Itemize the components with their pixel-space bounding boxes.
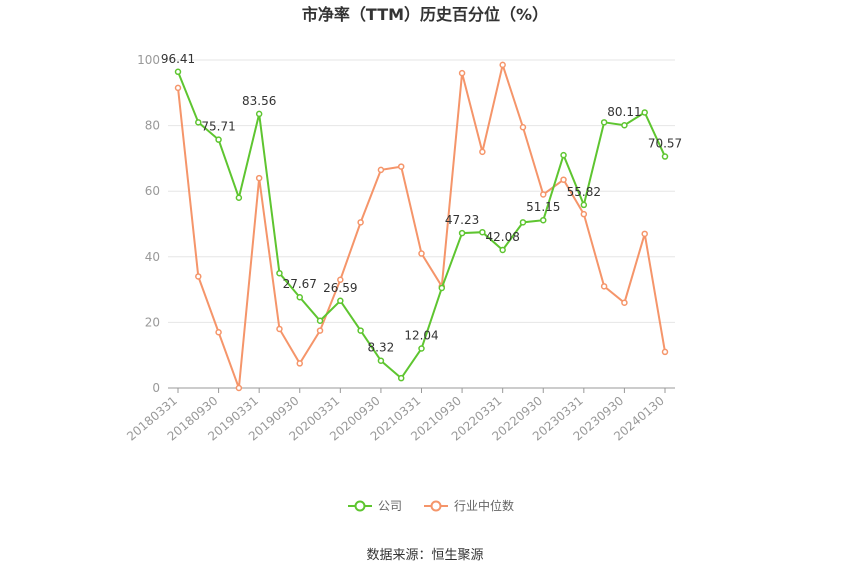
data-label: 42.08 [485, 230, 519, 244]
data-point [255, 174, 263, 182]
data-point [580, 210, 588, 218]
y-tick-label: 0 [152, 381, 160, 395]
data-label: 70.57 [648, 137, 682, 151]
data-point [357, 219, 364, 226]
source-note: 数据来源：恒生聚源 [366, 548, 483, 563]
data-label: 83.56 [242, 94, 276, 108]
data-point [195, 273, 202, 280]
data-point [377, 166, 385, 174]
data-point [174, 68, 182, 76]
data-point [519, 123, 527, 131]
series-1 [174, 61, 669, 392]
data-point [397, 374, 405, 382]
data-point [580, 201, 588, 209]
data-point [560, 176, 567, 183]
data-point [276, 325, 283, 333]
data-labels: 96.41 75.71 83.56 27.67 26.59 8.32 12.04 47.23 4… [161, 52, 682, 355]
data-point [600, 283, 608, 290]
y-tick-label: 40 [145, 250, 160, 264]
data-point [519, 219, 527, 226]
data-point [479, 228, 486, 236]
data-point [438, 284, 446, 292]
data-point [337, 276, 344, 284]
y-tick-label: 80 [145, 119, 160, 133]
data-point [621, 121, 628, 129]
data-point [377, 357, 385, 364]
data-label: 80.11 [607, 105, 641, 119]
series-0 [174, 68, 669, 382]
data-label: 51.15 [526, 200, 560, 214]
y-tick-label: 60 [145, 184, 160, 198]
data-point [174, 84, 182, 92]
data-point [499, 246, 506, 254]
data-point [499, 61, 506, 69]
legend[interactable]: 公司 行业中位数 [348, 498, 514, 513]
legend-item[interactable]: 公司 [348, 499, 402, 513]
data-point [560, 151, 567, 159]
data-label: 47.23 [445, 213, 479, 227]
data-point [215, 328, 222, 336]
data-point [316, 317, 324, 325]
data-point [600, 119, 608, 126]
data-point [195, 119, 202, 126]
data-point [235, 384, 243, 392]
data-point [337, 297, 344, 305]
legend-label: 行业中位数 [454, 498, 514, 513]
data-label: 75.71 [201, 120, 235, 134]
data-point [296, 293, 303, 301]
axes: 0204060801002018033120180930201903312019… [124, 53, 675, 444]
data-point [641, 109, 648, 116]
legend-swatch-marker [354, 500, 366, 512]
data-point [418, 250, 425, 257]
data-point [661, 348, 669, 356]
data-label: 55.82 [567, 185, 601, 199]
data-point [458, 229, 466, 237]
data-point [479, 148, 486, 156]
data-label: 8.32 [368, 341, 395, 355]
series-layer [174, 61, 669, 392]
data-point [235, 194, 243, 202]
data-point [215, 136, 222, 143]
data-label: 27.67 [283, 277, 317, 291]
data-point [296, 360, 303, 367]
data-point [540, 216, 547, 224]
data-label: 12.04 [404, 329, 438, 343]
data-point [276, 269, 283, 277]
data-point [621, 299, 628, 306]
data-point [641, 230, 648, 238]
data-label: 96.41 [161, 52, 195, 66]
y-tick-label: 20 [145, 315, 160, 329]
data-label: 26.59 [323, 281, 357, 295]
data-point [540, 191, 547, 198]
data-point [397, 163, 405, 170]
chart-title: 市净率（TTM）历史百分位（%） [302, 5, 548, 24]
data-point [418, 345, 425, 352]
data-point [661, 153, 669, 160]
data-point [357, 327, 364, 334]
y-tick-label: 100 [137, 53, 160, 67]
legend-swatch-marker [430, 500, 442, 512]
legend-label: 公司 [378, 499, 402, 513]
data-point [255, 110, 263, 118]
data-point [316, 327, 324, 334]
data-point [458, 69, 466, 77]
legend-item[interactable]: 行业中位数 [424, 498, 514, 513]
